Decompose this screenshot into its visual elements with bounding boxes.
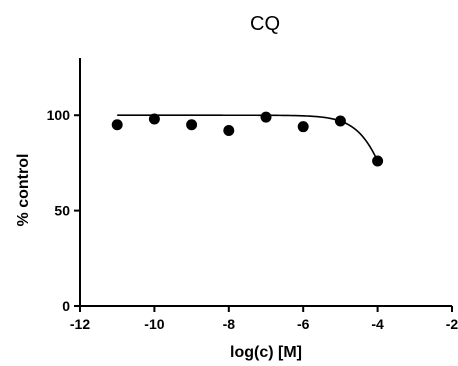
y-tick-label: 100: [47, 107, 71, 123]
chart-title: CQ: [250, 13, 280, 35]
plot-area: 0 50 100 -12 -10 -8 -6 -4 -2: [47, 58, 458, 332]
data-point: [223, 124, 235, 136]
data-points: [111, 111, 384, 167]
x-tick-label: -4: [371, 316, 384, 332]
data-point: [148, 113, 160, 125]
y-ticks: 0 50 100: [47, 107, 80, 314]
y-tick-label: 50: [54, 203, 70, 219]
x-tick-label: -2: [446, 316, 458, 332]
x-axis-label: log(c) [M]: [230, 344, 302, 361]
data-point: [260, 111, 272, 123]
fit-curve: [117, 114, 379, 162]
data-point: [111, 119, 123, 131]
x-tick-label: -10: [144, 316, 164, 332]
data-point: [372, 155, 384, 167]
data-point: [297, 121, 309, 133]
data-point: [186, 119, 198, 131]
data-point: [334, 115, 346, 127]
x-tick-label: -6: [297, 316, 310, 332]
x-ticks: -12 -10 -8 -6 -4 -2: [70, 306, 458, 332]
y-axis-label: % control: [15, 154, 32, 227]
x-tick-label: -12: [70, 316, 90, 332]
y-tick-label: 0: [62, 298, 70, 314]
x-tick-label: -8: [223, 316, 236, 332]
